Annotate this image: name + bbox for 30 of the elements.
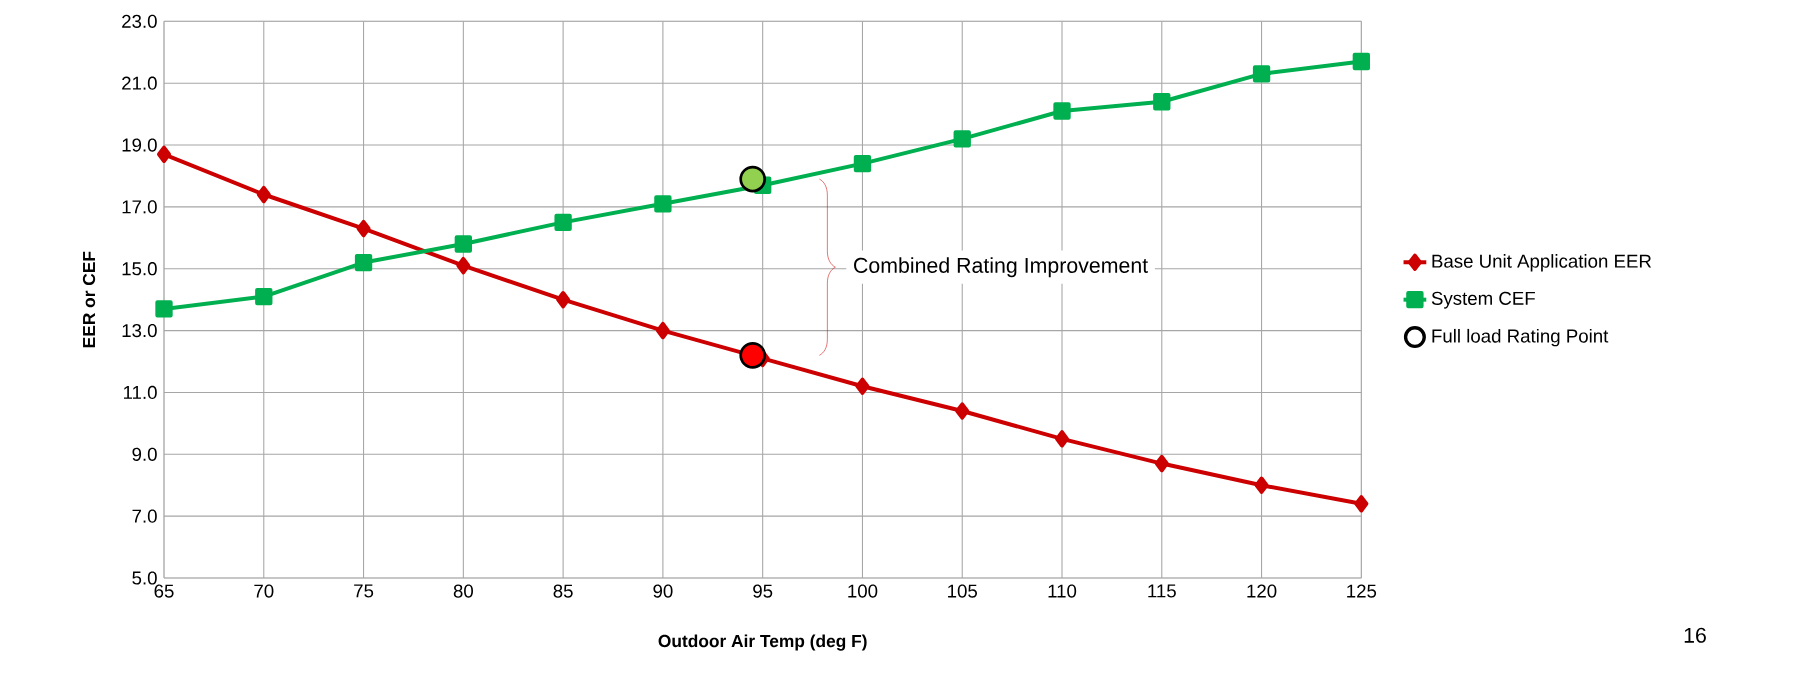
y-tick-label: 5.0 (132, 571, 157, 585)
y-tick-label: 15.0 (122, 262, 157, 276)
x-tick-label: 90 (653, 584, 673, 598)
x-tick-label: 95 (753, 584, 773, 598)
x-axis-title: Outdoor Air Temp (deg F) (658, 634, 867, 651)
x-tick-label: 105 (948, 584, 978, 598)
y-tick-label: 23.0 (122, 14, 157, 28)
x-tick-label: 100 (848, 584, 878, 598)
y-tick-label: 21.0 (122, 76, 157, 90)
x-tick-label: 115 (1148, 584, 1176, 598)
y-tick-label: 9.0 (132, 447, 157, 461)
y-tick-label: 7.0 (132, 509, 157, 523)
x-tick-label: 110 (1048, 584, 1077, 598)
x-tick-label: 75 (354, 584, 374, 598)
y-tick-label: 17.0 (122, 200, 157, 214)
x-tick-label: 125 (1347, 584, 1377, 598)
annotation: Combined Rating Improvement (854, 257, 1148, 278)
x-tick-label: 120 (1247, 584, 1277, 598)
x-tick-label: 70 (254, 584, 274, 598)
y-tick-label: 11.0 (124, 385, 157, 400)
text: 16 (1684, 627, 1706, 643)
legend-label: Full load Rating Point (1432, 328, 1609, 347)
x-tick-label: 65 (154, 584, 174, 598)
y-tick-label: 13.0 (122, 323, 157, 338)
y-axis-title: EER or CEF (82, 251, 96, 348)
x-tick-label: 80 (453, 584, 473, 598)
y-tick-label: 19.0 (122, 138, 157, 152)
legend-label: System CEF (1431, 291, 1535, 309)
legend-label: Base Unit Application EER (1432, 254, 1652, 272)
x-tick-label: 85 (553, 584, 573, 598)
